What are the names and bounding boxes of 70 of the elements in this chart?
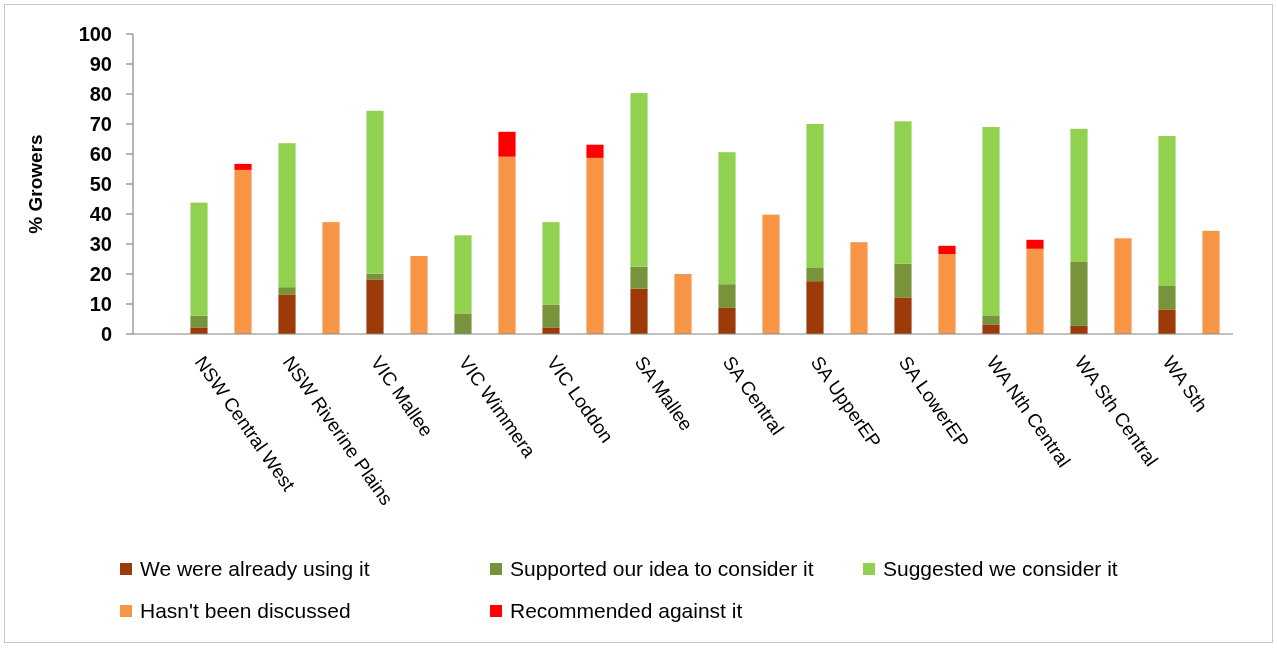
- bar: [542, 304, 560, 328]
- y-axis-title: % Growers: [25, 134, 46, 234]
- bar: [366, 110, 384, 274]
- bar: [894, 263, 912, 298]
- bar: [806, 281, 824, 334]
- bar: [718, 307, 736, 334]
- legend-label: Suggested we consider it: [883, 557, 1118, 581]
- bar: [190, 202, 208, 316]
- bar: [982, 324, 1000, 334]
- bar: [630, 288, 648, 334]
- bar: [366, 273, 384, 280]
- bar: [762, 214, 780, 334]
- bar: [586, 157, 604, 334]
- y-tick-label: 90: [89, 53, 112, 75]
- bar: [1114, 238, 1132, 334]
- bar: [718, 152, 736, 285]
- y-tick-label: 40: [89, 203, 112, 225]
- bar: [278, 287, 296, 295]
- bar: [674, 274, 692, 334]
- bar: [542, 222, 560, 305]
- bar: [1158, 309, 1176, 334]
- legend-label: Supported our idea to consider it: [510, 557, 814, 581]
- bar: [806, 124, 824, 268]
- bar: [630, 93, 648, 267]
- legend-label: Recommended against it: [510, 599, 743, 623]
- y-tick-label: 70: [89, 113, 112, 135]
- bar: [1026, 239, 1044, 249]
- bar: [498, 131, 516, 157]
- bar: [718, 284, 736, 308]
- bar: [982, 315, 1000, 325]
- legend-label: Hasn't been discussed: [140, 599, 351, 623]
- bar: [322, 222, 340, 334]
- bar: [410, 256, 428, 334]
- bar: [1070, 325, 1088, 334]
- bar: [498, 156, 516, 334]
- bar: [894, 297, 912, 334]
- bar: [1026, 248, 1044, 334]
- bar: [850, 242, 868, 334]
- y-tick-label: 60: [89, 143, 112, 165]
- bar: [278, 294, 296, 334]
- bar: [1070, 128, 1088, 262]
- bar: [1158, 286, 1176, 310]
- bar: [938, 245, 956, 255]
- y-tick-label: 20: [89, 263, 112, 285]
- y-tick-label: 30: [89, 233, 112, 255]
- y-tick-label: 10: [89, 293, 112, 315]
- y-tick-label: 0: [100, 323, 112, 345]
- x-tick-label: WA Sth: [1158, 352, 1212, 416]
- bar: [234, 163, 252, 170]
- bar: [1070, 262, 1088, 326]
- bar: [278, 143, 296, 288]
- y-tick-label: 80: [89, 83, 112, 105]
- bar: [586, 144, 604, 158]
- bar: [894, 121, 912, 264]
- bar: [938, 254, 956, 334]
- bar: [630, 266, 648, 289]
- bar: [454, 313, 472, 334]
- bar: [542, 327, 560, 334]
- bar: [1158, 136, 1176, 286]
- bar: [366, 279, 384, 334]
- legend-label: We were already using it: [140, 557, 370, 581]
- bar: [454, 235, 472, 314]
- bar: [982, 127, 1000, 316]
- bar: [1202, 230, 1220, 334]
- bar: [190, 315, 208, 328]
- bar: [806, 268, 824, 282]
- bar: [234, 169, 252, 334]
- y-tick-label: 50: [89, 173, 112, 195]
- bar: [190, 327, 208, 334]
- y-tick-label: 100: [78, 23, 112, 45]
